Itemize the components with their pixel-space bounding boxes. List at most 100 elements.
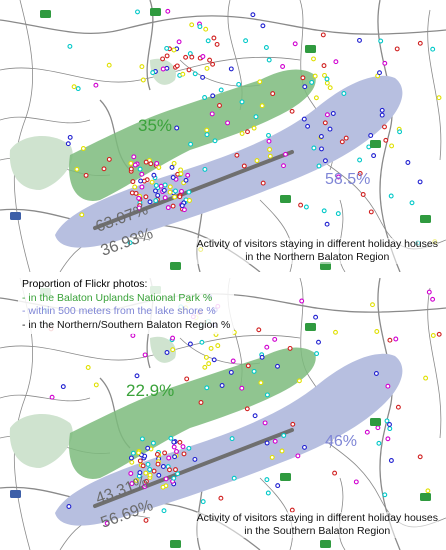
road-shield-icon — [40, 10, 51, 18]
photo-dot — [211, 35, 217, 41]
photo-dot — [202, 166, 208, 172]
photo-dot — [164, 53, 170, 59]
photo-dot — [205, 38, 211, 44]
legend-item: - in the Northern/Southern Balaton Regio… — [22, 318, 231, 331]
photo-dot — [161, 187, 167, 193]
photo-dot — [185, 172, 191, 178]
photo-dot — [311, 56, 316, 62]
photo-dot — [203, 26, 209, 32]
photo-dot — [210, 93, 216, 99]
photo-dot — [333, 59, 339, 65]
photo-dot — [262, 420, 268, 426]
photo-dot — [312, 73, 318, 79]
caption-line-2: in the Southern Balaton Region — [244, 525, 391, 537]
photo-dot — [147, 199, 153, 205]
photo-dot — [180, 444, 186, 450]
photo-dot — [343, 135, 349, 141]
photo-dot — [134, 373, 140, 379]
photo-dot — [151, 172, 157, 178]
photo-dot — [80, 146, 86, 151]
photo-dot — [169, 164, 175, 170]
legend: Proportion of Flickr photos: - in the Ba… — [18, 276, 235, 334]
photo-dot — [106, 156, 112, 162]
lake-shore-percent: 46% — [325, 433, 357, 450]
map-panel-south: 22.9% 46% 43.31% 56.69% Activity of visitor… — [0, 278, 446, 550]
photo-dot — [93, 382, 99, 388]
photo-dot — [140, 77, 146, 83]
photo-dot — [101, 166, 107, 172]
photo-dot — [322, 120, 328, 126]
photo-dot — [131, 154, 137, 160]
photo-dot — [172, 194, 178, 200]
photo-dot — [388, 458, 394, 463]
photo-dot — [264, 344, 270, 350]
photo-dot — [319, 146, 324, 152]
photo-dot — [130, 333, 136, 338]
photo-dot — [357, 37, 362, 43]
photo-dot — [133, 477, 139, 483]
legend-item: - within 500 meters from the lake shore … — [22, 305, 216, 317]
photo-dot — [172, 454, 178, 460]
road — [377, 278, 401, 550]
photo-dot — [170, 175, 176, 180]
photo-dot — [106, 62, 112, 68]
photo-dot — [170, 347, 176, 353]
road — [0, 116, 91, 124]
photo-dot — [204, 65, 210, 71]
photo-dot — [176, 39, 182, 45]
photo-dot — [175, 471, 181, 477]
photo-dot — [382, 124, 387, 130]
photo-dot — [283, 151, 288, 157]
photo-dot — [130, 179, 136, 185]
photo-dot — [164, 65, 170, 71]
photo-dot — [395, 404, 401, 410]
photo-dot — [160, 464, 166, 469]
road-shield-icon — [280, 473, 291, 481]
photo-dot — [200, 74, 206, 80]
photo-dot — [264, 440, 270, 446]
photo-dot — [181, 451, 187, 457]
photo-dot — [371, 153, 377, 159]
photo-dot — [128, 160, 134, 166]
photo-dot — [165, 8, 171, 14]
photo-dot — [239, 131, 245, 136]
park-area-light — [9, 135, 73, 190]
photo-dot — [155, 192, 161, 198]
photo-dot — [254, 158, 260, 164]
photo-dot — [217, 103, 222, 108]
photo-dot — [275, 363, 280, 369]
photo-dot — [150, 70, 156, 76]
photo-dot — [206, 361, 212, 367]
photo-dot — [302, 84, 308, 90]
photo-dot — [303, 204, 309, 210]
photo-dot — [93, 82, 99, 88]
photo-dot — [251, 125, 257, 131]
photo-dot — [79, 212, 85, 218]
road — [427, 9, 442, 161]
photo-dot — [280, 64, 286, 69]
map-south-svg: 22.9%46%43.31%56.69% — [0, 278, 446, 550]
road — [377, 0, 401, 272]
photo-dot — [49, 394, 55, 400]
photo-dot — [324, 112, 330, 118]
photo-dot — [260, 23, 266, 29]
photo-dot — [142, 352, 148, 358]
photo-dot — [305, 123, 311, 129]
photo-dot — [170, 335, 176, 341]
photo-dot — [375, 425, 381, 431]
national-park-area — [69, 347, 316, 479]
photo-dot — [138, 178, 144, 184]
photo-dot — [430, 296, 436, 302]
road — [427, 287, 442, 439]
photo-dot — [143, 470, 149, 476]
photo-dot — [67, 134, 73, 140]
photo-dot — [379, 107, 385, 113]
photo-dot — [368, 133, 374, 138]
photo-dot — [171, 444, 177, 450]
national-park-percent: 35% — [138, 116, 172, 135]
flickr-photo-dots — [65, 8, 442, 252]
photo-dot — [218, 495, 224, 501]
photo-dot — [314, 351, 320, 357]
photo-dot — [327, 126, 333, 132]
photo-dot — [377, 70, 382, 76]
